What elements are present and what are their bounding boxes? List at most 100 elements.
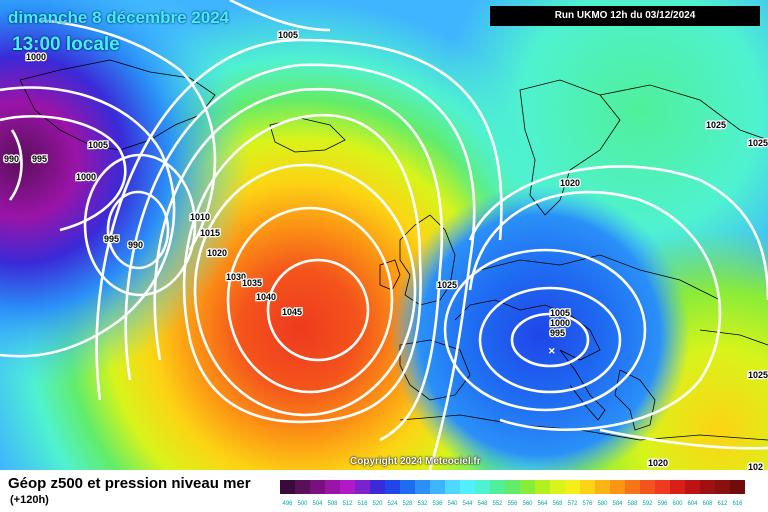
scale-tick-label: 500 [297, 501, 308, 507]
color-swatch [535, 480, 550, 494]
scale-tick-label: 600 [672, 501, 683, 507]
scale-tick-label: 580 [597, 501, 608, 507]
color-swatch [355, 480, 370, 494]
isobar-label-1040: 1040 [256, 292, 276, 302]
isobar-label-1020: 1020 [648, 458, 668, 468]
scale-tick-label: 556 [507, 501, 518, 507]
isobar-label-1025: 1025 [748, 370, 768, 380]
scale-tick-label: 532 [417, 501, 428, 507]
color-swatch [325, 480, 340, 494]
scale-tick-label: 564 [537, 501, 548, 507]
isobar-label-990: 990 [4, 154, 19, 164]
isobar-label-1025: 1025 [706, 120, 726, 130]
isobar-label-1005: 1005 [550, 308, 570, 318]
color-swatch [370, 480, 385, 494]
color-swatch [715, 480, 730, 494]
color-swatch [385, 480, 400, 494]
color-swatch [685, 480, 700, 494]
isobar-label-1000: 1000 [76, 172, 96, 182]
color-swatch [430, 480, 445, 494]
scale-tick-label: 544 [462, 501, 473, 507]
isobar-label-1015: 1015 [200, 228, 220, 238]
isobar-label-1000: 1000 [26, 52, 46, 62]
color-swatch [445, 480, 460, 494]
isobar-label-1025: 1025 [437, 280, 457, 290]
scale-tick-label: 516 [357, 501, 368, 507]
scale-tick-label: 504 [312, 501, 323, 507]
legend-subtitle: (+120h) [10, 494, 49, 506]
scale-tick-label: 520 [372, 501, 383, 507]
isobar-label-1000: 1000 [550, 318, 570, 328]
isobar-label-995: 995 [550, 328, 565, 338]
scale-tick-label: 508 [327, 501, 338, 507]
color-swatch [595, 480, 610, 494]
scale-tick-label: 604 [687, 501, 698, 507]
scale-tick-label: 584 [612, 501, 623, 507]
scale-tick-label: 560 [522, 501, 533, 507]
scale-tick-label: 608 [702, 501, 713, 507]
isobar-label-1035: 1035 [242, 278, 262, 288]
color-swatch [550, 480, 565, 494]
color-swatch [460, 480, 475, 494]
color-swatch [400, 480, 415, 494]
color-swatch [670, 480, 685, 494]
color-swatch [655, 480, 670, 494]
isobar-label-1020: 1020 [207, 248, 227, 258]
isobar-label-1025: 1025 [748, 138, 768, 148]
isobar-label-1045: 1045 [282, 307, 302, 317]
color-swatch [580, 480, 595, 494]
color-swatch [730, 480, 745, 494]
scale-tick-label: 536 [432, 501, 443, 507]
isobar-label-995: 995 [104, 234, 119, 244]
isobar-label-995: 995 [32, 154, 47, 164]
color-swatch [280, 480, 295, 494]
forecast-date: dimanche 8 décembre 2024 [8, 8, 230, 27]
scale-tick-label: 612 [717, 501, 728, 507]
color-swatch [520, 480, 535, 494]
color-swatch [700, 480, 715, 494]
color-swatch [340, 480, 355, 494]
isobar-label-1010: 1010 [190, 212, 210, 222]
color-swatch [475, 480, 490, 494]
scale-tick-label: 524 [387, 501, 398, 507]
copyright-text: Copyright 2024 Meteociel.fr [350, 456, 481, 467]
model-run-label: Run UKMO 12h du 03/12/2024 [490, 6, 760, 26]
scale-tick-label: 528 [402, 501, 413, 507]
isobar-label-990: 990 [128, 240, 143, 250]
scale-tick-label: 576 [582, 501, 593, 507]
legend-title: Géop z500 et pression niveau mer [8, 475, 251, 492]
isobar-label-102: 102 [748, 462, 763, 470]
scale-tick-label: 616 [732, 501, 743, 507]
color-swatch [295, 480, 310, 494]
scale-tick-label: 588 [627, 501, 638, 507]
scale-tick-label: 512 [342, 501, 353, 507]
scale-tick-label: 548 [477, 501, 488, 507]
atlantic-low-field [0, 0, 768, 470]
isobar-label-1005: 1005 [278, 30, 298, 40]
color-swatch [625, 480, 640, 494]
scale-tick-label: 496 [282, 501, 293, 507]
color-scale-bar: 496 500 504 508 512 516 520 524 528 532 536 540 544 5… [280, 480, 745, 507]
scale-tick-label: 540 [447, 501, 458, 507]
color-swatch [565, 480, 580, 494]
color-swatch [610, 480, 625, 494]
coastlines [19, 59, 768, 441]
isobar-label-1020: 1020 [560, 178, 580, 188]
scale-tick-label: 552 [492, 501, 503, 507]
legend-footer: Géop z500 et pression niveau mer (+120h)… [0, 470, 768, 512]
low-pressure-marker: ✕ [548, 346, 556, 356]
color-swatch [490, 480, 505, 494]
forecast-time: 13:00 locale [12, 34, 120, 55]
color-swatch [505, 480, 520, 494]
color-swatch [415, 480, 430, 494]
isobar-lines [0, 0, 768, 470]
scale-tick-label: 592 [642, 501, 653, 507]
scale-tick-label: 572 [567, 501, 578, 507]
scale-tick-label: 596 [657, 501, 668, 507]
isobar-label-1005: 1005 [88, 140, 108, 150]
color-swatch [310, 480, 325, 494]
svg-text:✕: ✕ [548, 346, 556, 356]
